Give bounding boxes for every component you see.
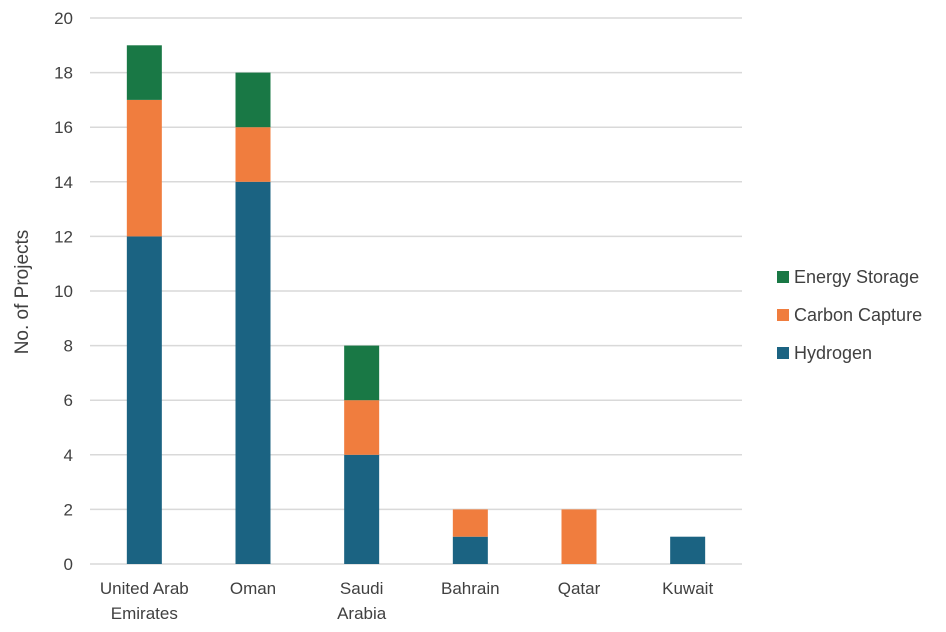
y-tick-label: 10 xyxy=(54,282,73,301)
legend: Energy Storage Carbon Capture Hydrogen xyxy=(777,267,922,363)
bar-segment-hydrogen xyxy=(452,536,488,564)
bar-segment-hydrogen xyxy=(344,454,380,564)
x-tick-label: United Arab Emirates xyxy=(100,579,189,623)
bars xyxy=(126,45,706,565)
legend-swatch xyxy=(777,271,789,283)
bar-segment-carbon-capture xyxy=(344,400,380,455)
y-tick-label: 14 xyxy=(54,173,73,192)
bar-segment-carbon-capture xyxy=(452,509,488,537)
x-tick-label-line: Saudi xyxy=(340,579,383,598)
y-tick-label: 0 xyxy=(64,555,73,574)
bar-segment-carbon-capture xyxy=(235,127,271,182)
gridlines xyxy=(90,17,742,565)
y-tick-label: 20 xyxy=(54,9,73,28)
x-tick-label: Kuwait xyxy=(662,579,713,598)
x-tick-label-line: Emirates xyxy=(111,604,178,623)
x-axis-ticks: United Arab Emirates Oman Saudi Arabia Bahrai… xyxy=(100,579,714,623)
y-tick-label: 8 xyxy=(64,337,73,356)
y-tick-label: 2 xyxy=(64,500,73,519)
x-tick-label: Saudi Arabia xyxy=(337,579,387,623)
legend-swatch xyxy=(777,347,789,359)
bar-segment-energy-storage xyxy=(344,345,380,401)
x-tick-label-line: Oman xyxy=(230,579,276,598)
x-tick-label: Bahrain xyxy=(441,579,500,598)
bar-segment-hydrogen xyxy=(235,181,271,565)
y-tick-label: 16 xyxy=(54,118,73,137)
y-tick-label: 6 xyxy=(64,391,73,410)
legend-swatch xyxy=(777,309,789,321)
bar-segment-energy-storage xyxy=(235,72,271,128)
y-axis-ticks: 0 2 4 6 8 10 12 14 16 18 20 xyxy=(54,9,73,574)
y-tick-label: 12 xyxy=(54,227,73,246)
x-tick-label-line: Bahrain xyxy=(441,579,500,598)
legend-label: Carbon Capture xyxy=(794,305,922,325)
x-tick-label-line: Kuwait xyxy=(662,579,713,598)
x-tick-label: Qatar xyxy=(558,579,601,598)
x-tick-label-line: United Arab xyxy=(100,579,189,598)
bar-segment-energy-storage xyxy=(126,45,162,100)
x-tick-label: Oman xyxy=(230,579,276,598)
x-tick-label-line: Qatar xyxy=(558,579,601,598)
legend-label: Hydrogen xyxy=(794,343,872,363)
bar-segment-carbon-capture xyxy=(126,99,162,237)
bar-segment-carbon-capture xyxy=(561,509,597,564)
legend-label: Energy Storage xyxy=(794,267,919,287)
bar-segment-hydrogen xyxy=(670,536,706,564)
x-tick-label-line: Arabia xyxy=(337,604,387,623)
y-tick-label: 4 xyxy=(64,446,73,465)
y-tick-label: 18 xyxy=(54,64,73,83)
bar-segment-hydrogen xyxy=(126,236,162,564)
y-axis-label: No. of Projects xyxy=(12,230,33,355)
